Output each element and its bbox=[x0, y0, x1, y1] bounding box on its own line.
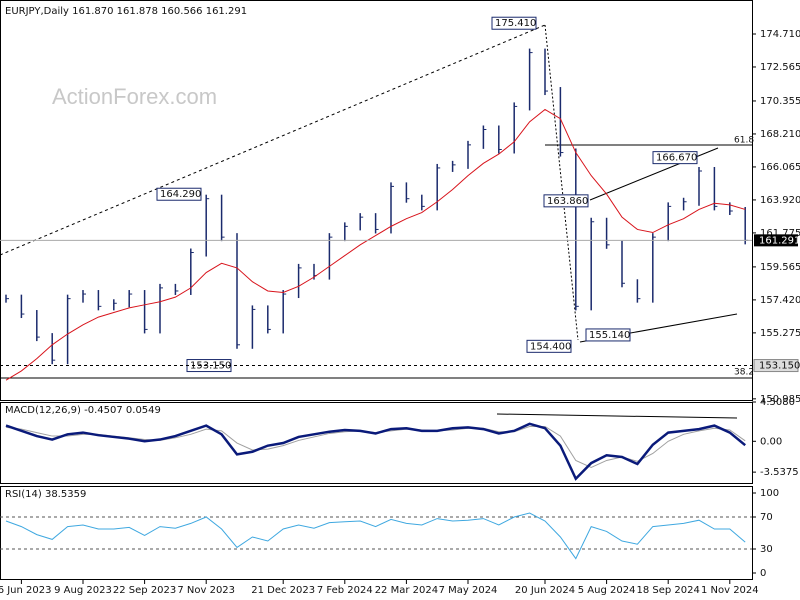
fib-label: 38.2 bbox=[734, 368, 754, 378]
x-tick-label: 7 Nov 2023 bbox=[177, 585, 235, 596]
price-badge-label: 161.291 bbox=[759, 235, 800, 246]
annotation-label: 166.670 bbox=[656, 153, 697, 164]
x-tick-label: 7 May 2024 bbox=[439, 585, 498, 596]
y-tick-label: 0 bbox=[760, 568, 766, 579]
annotation-box bbox=[652, 151, 698, 165]
y-tick-label: 172.565 bbox=[760, 62, 800, 73]
y-tick-label: 161.775 bbox=[760, 228, 800, 239]
y-tick-label: 170.355 bbox=[760, 96, 800, 107]
annotation-label: 175.410 bbox=[495, 18, 536, 29]
y-tick-label: -3.5375 bbox=[760, 467, 799, 478]
annotation-box bbox=[491, 16, 537, 30]
x-tick-label: 21 Dec 2023 bbox=[251, 585, 315, 596]
chart-title: EURJPY,Daily 161.870 161.878 160.566 161… bbox=[5, 6, 247, 17]
price-badge bbox=[754, 234, 798, 247]
x-tick-label: 22 Mar 2024 bbox=[375, 585, 438, 596]
x-tick-label: 22 Sep 2023 bbox=[113, 585, 176, 596]
support-badge bbox=[753, 359, 799, 373]
annotation-label: 154.400 bbox=[530, 341, 571, 352]
line bbox=[5, 422, 746, 481]
x-tick-label: 26 Jun 2023 bbox=[0, 585, 51, 596]
x-tick-label: 5 Aug 2024 bbox=[578, 585, 636, 596]
macd-panel bbox=[0, 402, 753, 484]
price-panel bbox=[0, 0, 753, 401]
x-tick-label: 1 Nov 2024 bbox=[701, 585, 759, 596]
y-tick-label: 30 bbox=[760, 544, 773, 555]
y-tick-label: 163.920 bbox=[760, 195, 800, 206]
annotation-label: 163.860 bbox=[547, 196, 588, 207]
y-tick-label: 166.065 bbox=[760, 162, 800, 173]
rsi-label: RSI(14) 38.5359 bbox=[5, 489, 86, 500]
line bbox=[5, 108, 746, 381]
rsi-panel bbox=[0, 486, 753, 580]
watermark: ActionForex.com bbox=[52, 84, 217, 109]
x-tick-label: 9 Aug 2023 bbox=[54, 585, 112, 596]
y-tick-label: 168.210 bbox=[760, 129, 800, 140]
y-tick-label: 157.420 bbox=[760, 295, 800, 306]
y-tick-label: 70 bbox=[760, 512, 773, 523]
line bbox=[5, 512, 746, 560]
annotation-box bbox=[526, 339, 572, 353]
annotation-box bbox=[585, 328, 631, 342]
y-tick-label: 0.00 bbox=[760, 436, 782, 447]
trend-line bbox=[0, 24, 546, 256]
annotation-label: 155.140 bbox=[589, 330, 630, 341]
x-tick-label: 20 Jun 2024 bbox=[515, 585, 575, 596]
x-tick-label: 18 Sep 2024 bbox=[637, 585, 700, 596]
x-tick-label: 7 Feb 2024 bbox=[317, 585, 373, 596]
fib-label: 61.8 bbox=[734, 136, 754, 146]
y-tick-label: 155.275 bbox=[760, 328, 800, 339]
annotation-box bbox=[156, 187, 202, 201]
y-tick-label: 174.710 bbox=[760, 29, 800, 40]
annotation-box bbox=[543, 194, 589, 208]
macd-label: MACD(12,26,9) -0.4507 0.0549 bbox=[5, 405, 161, 416]
y-tick-label: 159.565 bbox=[760, 262, 800, 273]
y-tick-label: 150.985 bbox=[760, 394, 800, 405]
annotation-label: 164.290 bbox=[160, 189, 201, 200]
divergence-line bbox=[496, 413, 738, 419]
trend-line bbox=[544, 24, 579, 341]
y-tick-label: 4.5080 bbox=[760, 397, 795, 408]
y-tick-label: 100 bbox=[760, 488, 779, 499]
support-badge-label: 153.150 bbox=[759, 361, 800, 372]
